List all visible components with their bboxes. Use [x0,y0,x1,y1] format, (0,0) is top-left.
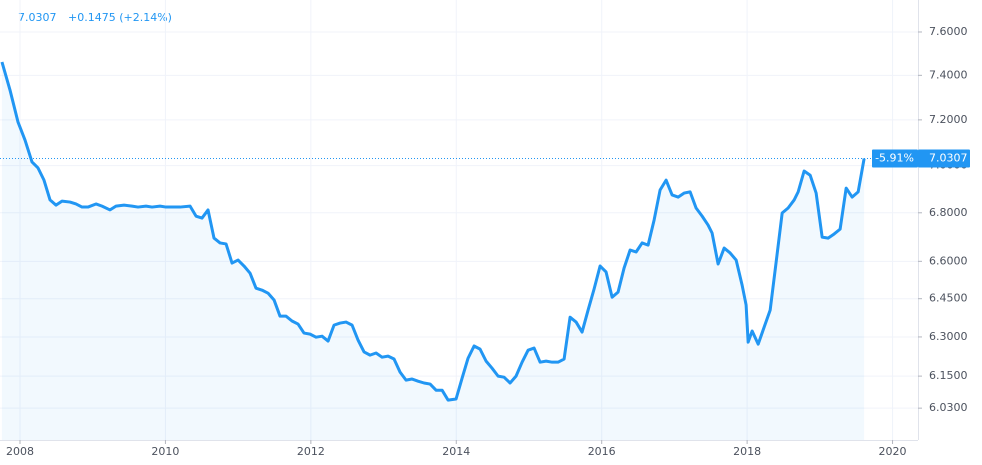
y-tick-label: 6.8000 [929,206,968,219]
y-tick-label: 7.6000 [929,25,968,38]
x-tick-label: 2014 [442,445,470,458]
x-tick-label: 2012 [297,445,325,458]
price-change: -5.91% [875,152,914,165]
y-tick-label: 6.3000 [929,330,968,343]
x-tick-label: 2016 [588,445,616,458]
x-tick-label: 2008 [6,445,34,458]
x-tick-label: 2010 [151,445,179,458]
y-tick-label: 6.1500 [929,369,968,382]
y-tick-label: 6.6000 [929,254,968,267]
header-price: 7.0307 [18,11,57,24]
area [1,61,865,441]
price-value: 7.0307 [929,152,968,165]
y-tick-label: 7.2000 [929,113,968,126]
y-tick-label: 6.0300 [929,401,968,414]
price-change-box [872,149,918,168]
y-tick-label: 7.4000 [929,68,968,81]
y-tick-label: 6.4500 [929,292,968,305]
x-tick-label: 2020 [879,445,907,458]
header-change: +0.1475 (+2.14%) [68,11,172,24]
line [0,61,866,402]
grid [0,0,918,440]
price-value-box [918,149,970,168]
x-tick-label: 2018 [733,445,761,458]
